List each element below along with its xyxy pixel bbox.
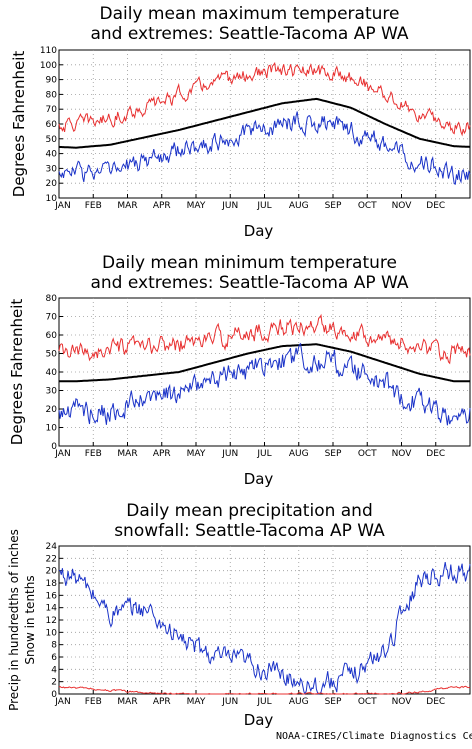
x-tick-label: SEP: [325, 697, 342, 707]
x-tick-label: SEP: [325, 449, 342, 459]
x-tick-label: APR: [153, 697, 171, 707]
x-tick-label: JAN: [54, 697, 70, 707]
y-axis-label: Degrees Fahrenheit: [10, 51, 28, 198]
y-tick-label: 12: [46, 616, 57, 626]
chart-title-line: Daily mean precipitation and: [126, 501, 373, 521]
y-tick-label: 20: [46, 567, 58, 577]
series-line-record-low: [58, 342, 471, 426]
y-tick-label: 4: [51, 665, 57, 675]
y-tick-label: 40: [46, 368, 58, 378]
y-tick-label: 30: [46, 164, 58, 174]
x-tick-label: JAN: [54, 449, 70, 459]
series-line-record-high: [58, 61, 471, 137]
chart-title-line: Daily mean maximum temperature: [100, 4, 400, 24]
y-tick-label: 60: [46, 331, 58, 341]
x-tick-label: JUN: [221, 201, 238, 211]
x-tick-label: JUN: [221, 449, 238, 459]
y-tick-label: 2: [51, 678, 57, 688]
y-axis-label: Snow in tenths: [23, 575, 37, 664]
y-tick-label: 20: [46, 179, 58, 189]
x-tick-label: OCT: [358, 449, 377, 459]
x-tick-label: MAR: [117, 449, 137, 459]
y-tick-label: 60: [46, 120, 58, 130]
y-tick-label: 16: [46, 591, 58, 601]
x-tick-label: FEB: [85, 201, 102, 211]
x-axis-label: Day: [244, 222, 274, 240]
y-tick-label: 30: [46, 387, 58, 397]
y-tick-label: 70: [46, 313, 58, 323]
y-tick-label: 0: [51, 690, 57, 700]
y-tick-label: 24: [46, 542, 58, 552]
x-tick-label: MAR: [117, 201, 137, 211]
x-tick-label: DEC: [426, 697, 445, 707]
y-tick-label: 10: [46, 194, 58, 204]
x-tick-label: OCT: [358, 697, 377, 707]
x-tick-label: MAY: [187, 697, 206, 707]
x-tick-label: FEB: [85, 449, 102, 459]
chart-title-line: snowfall: Seattle-Tacoma AP WA: [114, 521, 385, 541]
x-tick-label: MAR: [117, 697, 137, 707]
y-tick-label: 110: [40, 46, 57, 56]
plot-frame: [58, 49, 471, 199]
x-tick-label: AUG: [289, 697, 309, 707]
x-tick-label: JUL: [256, 201, 271, 211]
y-tick-label: 70: [46, 105, 58, 115]
y-tick-label: 100: [40, 61, 57, 71]
x-axis-label: Day: [244, 711, 274, 729]
chart-title-line: and extremes: Seattle-Tacoma AP WA: [90, 273, 408, 293]
y-tick-label: 10: [46, 628, 58, 638]
series-line-mean: [59, 343, 470, 383]
series-line-mean: [58, 97, 471, 149]
y-tick-label: 10: [46, 424, 58, 434]
series-line-precipitation: [58, 562, 471, 696]
y-tick-label: 50: [46, 350, 58, 360]
series-line-snowfall: [58, 685, 471, 695]
y-axis-label: Precip in hundredths of inches: [7, 529, 21, 711]
x-tick-label: FEB: [85, 697, 102, 707]
y-axis-label: Degrees Fahrenheit: [8, 299, 26, 446]
y-tick-label: 14: [46, 604, 58, 614]
y-tick-label: 50: [46, 135, 58, 145]
footer-credit: NOAA-CIRES/Climate Diagnostics Ce: [276, 731, 472, 742]
y-tick-label: 90: [46, 76, 58, 86]
x-tick-label: NOV: [392, 697, 413, 707]
y-tick-label: 20: [46, 405, 58, 415]
series-line-record-low: [58, 111, 471, 185]
x-tick-label: JUN: [221, 697, 238, 707]
x-tick-label: DEC: [426, 201, 445, 211]
x-tick-label: DEC: [426, 449, 445, 459]
chart-title-line: and extremes: Seattle-Tacoma AP WA: [90, 24, 408, 44]
y-tick-label: 0: [51, 442, 57, 452]
chart-title-line: Daily mean minimum temperature: [102, 253, 397, 273]
x-tick-label: SEP: [325, 201, 342, 211]
series-line-record-high: [58, 313, 471, 365]
x-tick-label: JAN: [54, 201, 70, 211]
y-tick-label: 6: [51, 653, 57, 663]
x-tick-label: AUG: [289, 449, 309, 459]
x-tick-label: OCT: [358, 201, 377, 211]
y-tick-label: 18: [46, 579, 58, 589]
x-tick-label: MAY: [187, 449, 206, 459]
x-tick-label: NOV: [392, 201, 413, 211]
x-tick-label: JUL: [256, 449, 271, 459]
x-tick-label: APR: [153, 449, 171, 459]
x-tick-label: MAY: [187, 201, 206, 211]
x-tick-label: NOV: [392, 449, 413, 459]
x-tick-label: APR: [153, 201, 171, 211]
y-tick-label: 80: [46, 90, 58, 100]
y-tick-label: 80: [46, 294, 58, 304]
x-tick-label: JUL: [256, 697, 271, 707]
x-axis-label: Day: [244, 470, 274, 488]
y-tick-label: 40: [46, 150, 58, 160]
x-tick-label: AUG: [289, 201, 309, 211]
y-tick-label: 8: [51, 641, 57, 651]
y-tick-label: 22: [46, 554, 57, 564]
